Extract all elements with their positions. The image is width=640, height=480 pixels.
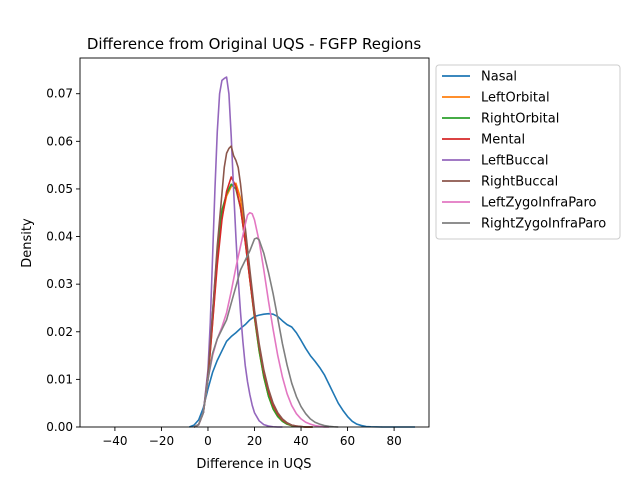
legend-label-2: RightOrbital bbox=[481, 112, 559, 127]
x-tick-label: 0 bbox=[204, 434, 212, 448]
x-axis-label: Difference in UQS bbox=[196, 457, 311, 472]
y-axis-label: Density bbox=[20, 218, 35, 268]
legend-label-1: LeftOrbital bbox=[481, 91, 550, 106]
y-tick-label: 0.03 bbox=[46, 277, 73, 291]
plot-area: −40 −20 0 20 40 60 80 0.00 0.01 0.02 0.03 0.04 0.05 0… bbox=[46, 57, 430, 448]
legend-label-3: Mental bbox=[481, 133, 525, 148]
y-tick-label: 0.05 bbox=[46, 182, 73, 196]
chart-title: Difference from Original UQS - FGFP Regi… bbox=[87, 35, 422, 53]
y-tick-label: 0.06 bbox=[46, 134, 73, 148]
y-tick-label: 0.01 bbox=[46, 372, 73, 386]
x-tick-label: −40 bbox=[102, 434, 127, 448]
legend-label-7: RightZygoInfraParo bbox=[481, 217, 606, 232]
y-tick-label: 0.02 bbox=[46, 325, 73, 339]
y-tick-label: 0.00 bbox=[46, 420, 73, 434]
legend-box bbox=[435, 64, 621, 240]
legend-label-6: LeftZygoInfraParo bbox=[481, 196, 597, 211]
x-tick-label: 60 bbox=[340, 434, 355, 448]
axes-frame bbox=[79, 57, 430, 428]
legend-label-0: Nasal bbox=[481, 70, 517, 85]
x-tick-label: 80 bbox=[386, 434, 401, 448]
y-tick-label: 0.07 bbox=[46, 87, 73, 101]
series-line-7 bbox=[193, 237, 339, 428]
legend-label-4: LeftBuccal bbox=[481, 154, 549, 169]
legend-label-5: RightBuccal bbox=[481, 175, 558, 190]
y-tick-label: 0.04 bbox=[46, 230, 73, 244]
x-tick-label: 40 bbox=[293, 434, 308, 448]
legend: Nasal LeftOrbital RightOrbital Mental LeftBu… bbox=[435, 64, 621, 240]
x-tick-label: 20 bbox=[247, 434, 262, 448]
series-line-4 bbox=[193, 76, 283, 428]
series-line-0 bbox=[189, 312, 416, 428]
series-line-5 bbox=[193, 145, 313, 428]
x-tick-label: −20 bbox=[149, 434, 174, 448]
